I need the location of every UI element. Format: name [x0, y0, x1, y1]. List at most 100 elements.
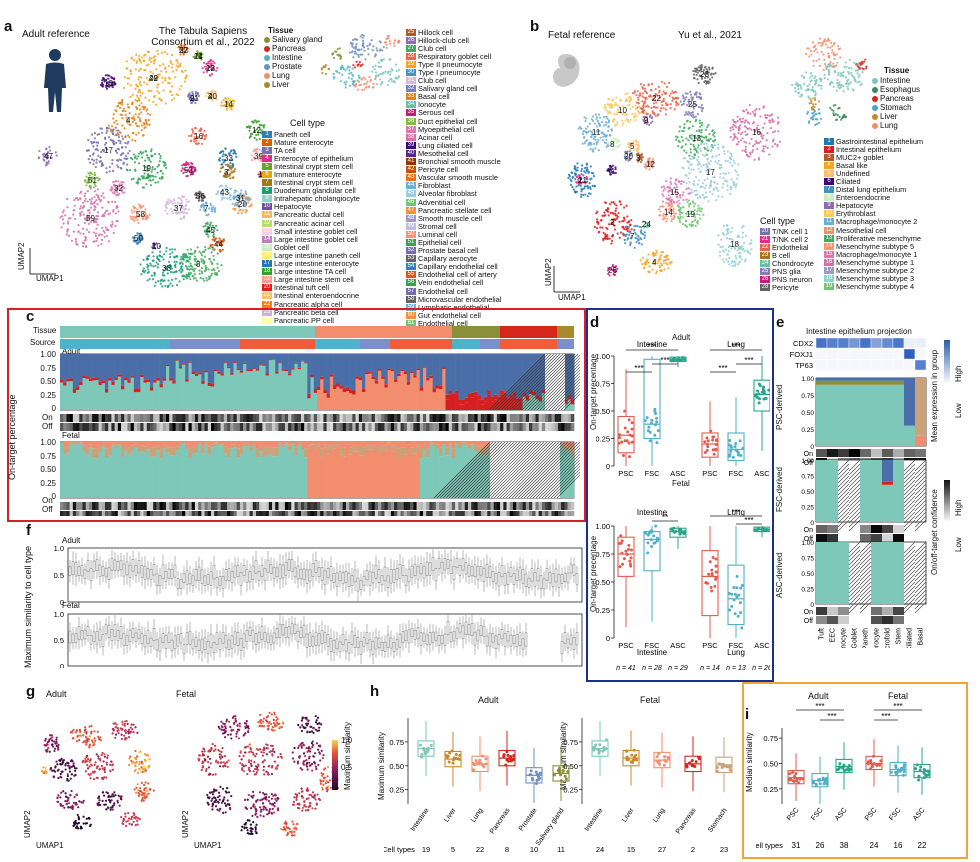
panel-c-source-segment [500, 339, 557, 349]
panel-h-box-point [484, 762, 488, 766]
panel-c-bar-segment [153, 456, 157, 498]
panel-c-bar-segment [349, 447, 353, 455]
panel-c-bar-segment [365, 445, 369, 450]
panel-d-fetal-title: Fetal [672, 479, 690, 488]
panel-c-confidence-cell [381, 423, 385, 431]
panel-c-confidence-cell [63, 502, 67, 510]
panel-c-confidence-cell [320, 511, 324, 516]
panel-e-hatch [848, 471, 861, 484]
umap-a-label: 21 [190, 94, 199, 103]
panel-g-umap2-fetal: UMAP2 [181, 810, 190, 838]
panel-c-bar-segment [361, 455, 366, 498]
panel-c-bar-segment [432, 354, 437, 389]
panel-i-box [865, 739, 883, 787]
panel-c-bar-segment [143, 446, 148, 453]
a-celltype-legend-swatch: 30 [406, 69, 416, 77]
panel-c-confidence-cell [355, 502, 360, 510]
panel-c-confidence-cell [127, 502, 131, 510]
panel-c-hatch-line [488, 353, 546, 411]
panel-c-bar-segment [194, 453, 199, 498]
panel-c-bar-segment [204, 442, 209, 443]
panel-e-hatch [859, 561, 872, 574]
panel-d-box-point [754, 393, 758, 397]
panel-c-confidence-cell [194, 502, 199, 510]
umap-b-label: 19 [686, 210, 695, 219]
panel-h-box-point [502, 753, 506, 757]
panel-h-box-point [688, 761, 692, 765]
panel-c-bar-segment [339, 447, 343, 455]
a-celltype-legend-text: Alveolar fibroblast [418, 189, 477, 199]
panel-d-box-point [627, 441, 631, 445]
panel-c-bar-segment [326, 442, 331, 447]
panel-c-bar-segment [239, 447, 244, 455]
panel-c-confidence-cell [384, 502, 388, 510]
panel-d-box-point [731, 455, 735, 459]
panel-c-confidence-cell [548, 511, 552, 516]
panel-c-bar-segment [387, 442, 392, 443]
panel-c-bar-segment [201, 446, 205, 454]
panel-c-bar-segment [214, 369, 218, 372]
panel-c-confidence-cell [394, 414, 398, 422]
panel-e-conf-cell [838, 607, 849, 615]
panel-e-hatch [903, 471, 916, 484]
panel-c-bar-segment [146, 381, 151, 410]
panel-f-box [416, 627, 420, 640]
panel-f-box [410, 628, 414, 638]
a-celltype-legend-item: 2 Mature enterocyte [262, 138, 360, 147]
panel-c-confidence-cell [516, 511, 520, 516]
b-celltype-legend-swatch: 16 [824, 258, 834, 266]
panel-c-bar-segment [239, 454, 244, 498]
panel-c-confidence-cell [361, 502, 366, 510]
umap-a-label: 50 [134, 234, 143, 243]
panel-f-box [314, 631, 318, 646]
panel-c-bar-segment [320, 379, 324, 410]
panel-c-confidence-cell [529, 511, 533, 516]
panel-c-bar-segment [82, 375, 86, 378]
a-celltype-legend-text: Fibroblast [418, 181, 451, 191]
panel-c-bar-segment [358, 455, 363, 498]
panel-c-confidence-cell [416, 414, 421, 422]
panel-c-confidence-cell [365, 502, 369, 510]
panel-i-box-point [797, 781, 801, 785]
panel-e-hatch [903, 585, 916, 598]
panel-f-box [248, 626, 252, 636]
panel-f-box [347, 572, 351, 588]
panel-c-confidence-cell [88, 511, 93, 516]
panel-e-hatch [903, 491, 916, 504]
a-celltype-legend-text: Pancreatic stellate cell [418, 205, 492, 215]
panel-c-hatch-line [460, 441, 518, 499]
panel-c-confidence-cell [149, 502, 154, 510]
panel-c-bar-segment [140, 442, 144, 446]
panel-d-box-point [709, 429, 713, 433]
panel-c-bar-segment [284, 443, 289, 498]
panel-d-box-point [733, 612, 737, 616]
panel-c-confidence-cell [307, 502, 311, 510]
panel-c-bar-segment [230, 374, 234, 410]
panel-c-bar-segment [419, 354, 424, 388]
panel-f-box [383, 566, 387, 582]
panel-f-box [473, 564, 477, 577]
umap-a-small-cluster [332, 64, 361, 89]
panel-c-bar-segment [323, 442, 327, 445]
panel-f-box [410, 565, 414, 578]
panel-e-xcat: Colonocyte [841, 628, 848, 648]
umap-a-label: 42 [149, 74, 158, 83]
panel-f-box [443, 558, 447, 571]
panel-c-confidence-cell [166, 423, 170, 431]
panel-f-box [263, 631, 267, 642]
panel-d-method-label: FSC [729, 469, 745, 478]
panel-e-conf-cell [882, 534, 893, 542]
panel-c-confidence-cell [172, 414, 176, 422]
panel-c-confidence-cell [297, 511, 302, 516]
panel-c-bar-segment [490, 396, 494, 402]
umap-b-label: 12 [646, 160, 655, 169]
panel-c-bar-segment [416, 370, 421, 410]
panel-c-hatch-line [539, 369, 580, 411]
panel-c-bar-segment [371, 379, 376, 410]
panel-c-confidence-cell [307, 414, 311, 422]
panel-c-bar-segment [146, 354, 151, 380]
panel-c-bar-segment [458, 448, 462, 498]
panel-e-off: Off [804, 536, 813, 543]
b-celltype-legend-text: Pericyte [772, 283, 799, 293]
panel-c-confidence-cell [567, 423, 572, 431]
